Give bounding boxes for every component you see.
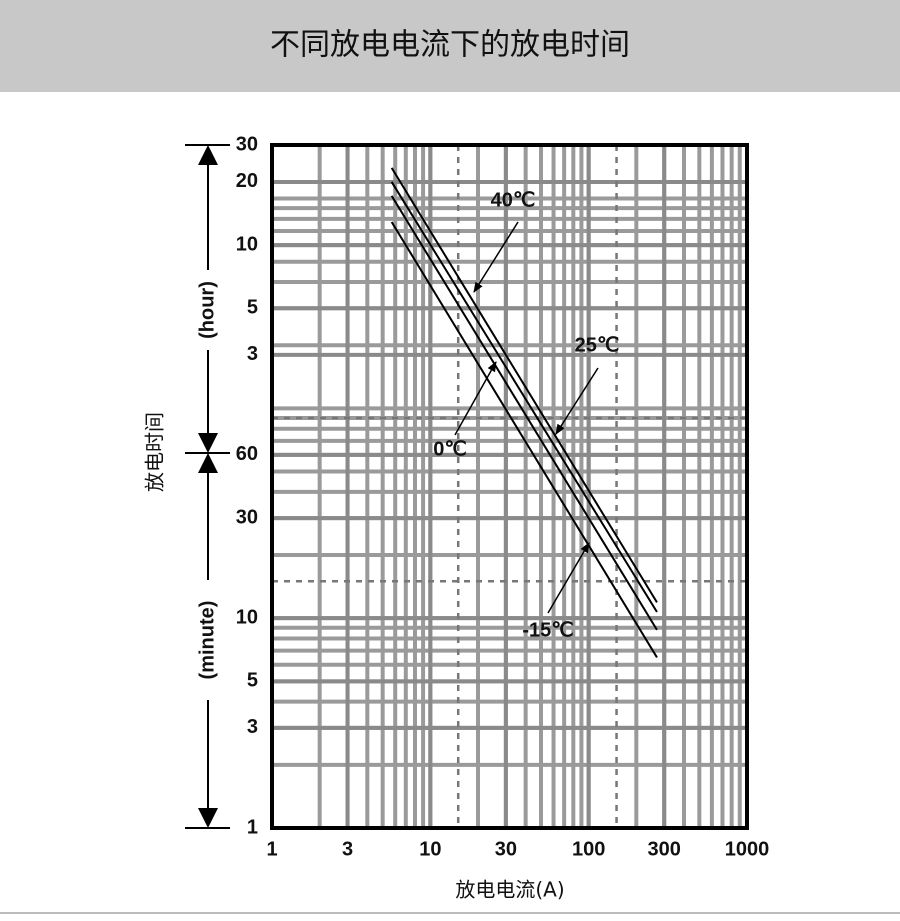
plot-frame <box>270 143 749 830</box>
series-line <box>390 167 658 603</box>
title-bar <box>0 0 900 92</box>
y-tick-label: 5 <box>247 297 258 319</box>
y-tick-label: 1 <box>247 816 258 838</box>
x-tick-label: 1 <box>266 838 277 860</box>
grid <box>270 143 749 830</box>
x-axis-label: 放电电流(A) <box>455 878 564 902</box>
x-tick-label: 300 <box>648 838 681 860</box>
y-tick-label: 10 <box>236 606 258 628</box>
annotation-arrow <box>547 542 590 614</box>
annotation-arrow <box>454 361 497 436</box>
x-tick-label: 100 <box>572 838 605 860</box>
series-line <box>390 181 658 613</box>
y-tick-label: 3 <box>247 716 258 738</box>
chart-title: 不同放电电流下的放电时间 <box>270 28 630 63</box>
series-label: 25℃ <box>575 334 620 356</box>
series-line <box>390 221 658 658</box>
y-section-label: (minute) <box>196 601 218 680</box>
y-tick-label: 20 <box>236 170 258 192</box>
y-tick-label: 5 <box>247 670 258 692</box>
x-tick-label: 3 <box>342 838 353 860</box>
series-label: 0℃ <box>433 438 467 460</box>
y-tick-label: 30 <box>236 133 258 155</box>
annotation-arrow <box>473 221 519 293</box>
y-tick-label: 30 <box>236 506 258 528</box>
y-section-label: (hour) <box>196 281 218 339</box>
y-tick-label: 10 <box>236 233 258 255</box>
x-tick-label: 1000 <box>725 838 770 860</box>
annotation-arrow <box>555 367 599 435</box>
plot: 40℃ 25℃ 0℃ -15℃ <box>390 167 658 658</box>
series-line <box>390 195 658 631</box>
y-tick-label: 3 <box>247 343 258 365</box>
x-tick-label: 10 <box>419 838 441 860</box>
series-label: 40℃ <box>491 189 536 211</box>
x-tick-label: 30 <box>495 838 517 860</box>
y-axis-label: 放电时间 <box>143 412 167 492</box>
series-label: -15℃ <box>522 619 573 641</box>
y-tick-label: 60 <box>236 443 258 465</box>
